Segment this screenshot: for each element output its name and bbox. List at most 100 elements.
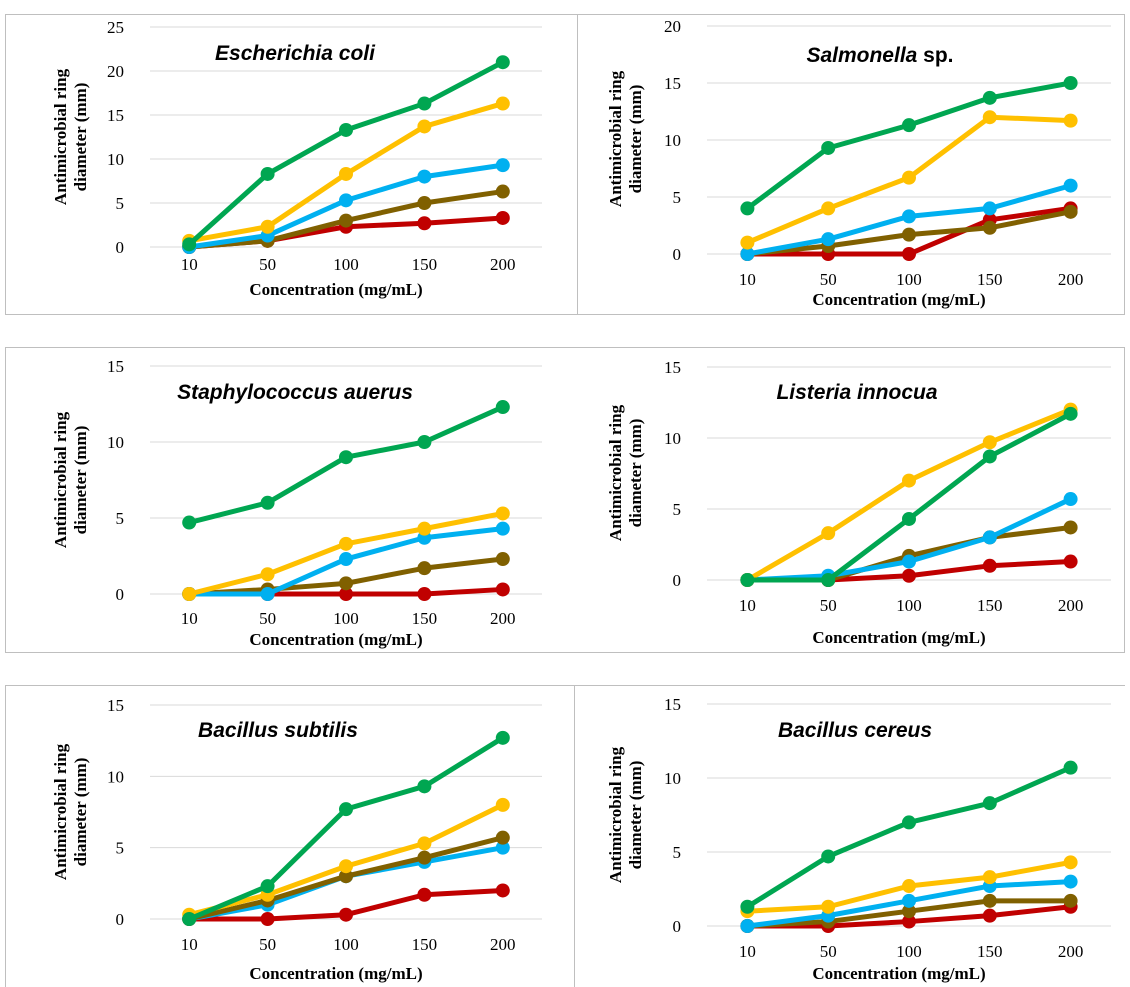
x-tick-label: 50 xyxy=(259,609,276,628)
data-point xyxy=(1063,76,1078,90)
x-tick-label: 10 xyxy=(739,270,756,289)
data-point xyxy=(902,879,916,894)
data-point xyxy=(821,526,836,541)
data-point xyxy=(495,797,510,812)
y-axis-title-line: diameter (mm) xyxy=(626,419,645,528)
data-point xyxy=(982,201,997,216)
x-tick-label: 150 xyxy=(977,596,1003,615)
y-tick-label: 5 xyxy=(116,839,125,858)
data-point xyxy=(182,237,197,252)
data-point xyxy=(495,184,510,199)
data-point xyxy=(417,169,432,184)
data-point xyxy=(260,912,275,926)
x-tick-label: 50 xyxy=(820,596,837,615)
data-point xyxy=(902,511,916,526)
y-tick-label: 0 xyxy=(116,238,125,257)
y-tick-label: 10 xyxy=(664,769,681,788)
data-point xyxy=(339,907,353,922)
data-point xyxy=(982,558,997,573)
series-line xyxy=(186,404,506,526)
x-tick-label: 100 xyxy=(333,255,359,274)
panel-border xyxy=(5,347,6,653)
y-axis-title-line: diameter (mm) xyxy=(626,85,645,194)
data-point xyxy=(417,887,432,902)
x-tick-label: 200 xyxy=(490,935,516,954)
x-tick-label: 50 xyxy=(820,270,837,289)
x-axis-title: Concentration (mg/mL) xyxy=(249,280,422,299)
panel-border xyxy=(5,347,1125,348)
data-point xyxy=(1063,178,1078,193)
panel-border xyxy=(5,652,1125,653)
data-point xyxy=(902,568,916,583)
y-axis-title-line: diameter (mm) xyxy=(71,83,90,192)
x-axis-title: Concentration (mg/mL) xyxy=(249,964,422,983)
x-tick-label: 100 xyxy=(896,942,922,961)
data-point xyxy=(182,912,197,926)
panel-border xyxy=(574,685,575,987)
x-tick-label: 150 xyxy=(977,942,1003,961)
y-tick-label: 15 xyxy=(107,357,124,376)
x-tick-label: 200 xyxy=(490,609,516,628)
data-point xyxy=(902,473,916,488)
data-point xyxy=(339,587,353,601)
data-point xyxy=(417,521,432,536)
x-tick-label: 100 xyxy=(896,270,922,289)
data-point xyxy=(495,830,510,845)
data-point xyxy=(1063,406,1078,421)
y-tick-label: 5 xyxy=(673,500,682,519)
chart-title: Escherichia coli xyxy=(215,42,376,65)
y-axis-title-line: Antimicrobial ring xyxy=(606,70,625,207)
panel-border xyxy=(1124,347,1125,653)
chart-4: 0 5 10 15 10 50 100 150 200 Concentration (mg/mL)… xyxy=(606,358,1111,647)
data-point xyxy=(982,893,997,908)
x-axis-title: Concentration (mg/mL) xyxy=(812,964,985,983)
data-point xyxy=(902,904,916,919)
data-point xyxy=(495,552,510,567)
x-tick-label: 200 xyxy=(490,255,516,274)
data-point xyxy=(182,515,197,530)
data-point xyxy=(417,119,432,134)
y-tick-label: 5 xyxy=(116,194,125,213)
y-tick-label: 25 xyxy=(107,18,124,37)
data-point xyxy=(902,209,916,224)
y-axis-title: Antimicrobial ringdiameter (mm) xyxy=(606,70,645,207)
chart-5: 0 5 10 15 10 50 100 150 200 Concentration (mg/mL)… xyxy=(51,696,542,983)
data-point xyxy=(982,530,997,545)
panel-border xyxy=(5,14,1125,15)
data-point xyxy=(417,779,432,794)
chart-title: Bacillus subtilis xyxy=(198,719,358,742)
data-point xyxy=(1063,874,1078,889)
data-point xyxy=(821,899,836,914)
data-point xyxy=(260,879,275,894)
data-point xyxy=(417,561,432,576)
data-point xyxy=(902,227,916,242)
data-point xyxy=(339,536,353,551)
x-tick-label: 10 xyxy=(181,609,198,628)
chart-title: Staphylococcus auerus xyxy=(177,381,413,404)
data-point xyxy=(495,521,510,536)
data-point xyxy=(902,554,916,569)
y-tick-label: 0 xyxy=(116,910,125,929)
chart-title-italic: Escherichia coli xyxy=(215,42,376,65)
data-point xyxy=(982,796,997,811)
data-point xyxy=(417,836,432,851)
x-tick-label: 10 xyxy=(739,942,756,961)
x-tick-label: 100 xyxy=(333,935,359,954)
y-tick-label: 15 xyxy=(107,106,124,125)
data-point xyxy=(495,883,510,898)
y-axis-title: Antimicrobial ringdiameter (mm) xyxy=(51,743,90,880)
chart-title-italic: Bacillus cereus xyxy=(778,719,932,742)
data-point xyxy=(495,55,510,70)
data-point xyxy=(1063,520,1078,535)
data-point xyxy=(982,908,997,923)
data-point xyxy=(495,210,510,225)
y-tick-label: 20 xyxy=(107,62,124,81)
chart-title-italic: Listeria innocua xyxy=(776,381,937,404)
y-axis-title: Antimicrobial ringdiameter (mm) xyxy=(51,68,90,205)
data-point xyxy=(902,815,916,830)
y-tick-label: 15 xyxy=(664,695,681,714)
chart-title: Listeria innocua xyxy=(776,381,937,404)
x-tick-label: 10 xyxy=(739,596,756,615)
y-tick-label: 0 xyxy=(673,571,682,590)
